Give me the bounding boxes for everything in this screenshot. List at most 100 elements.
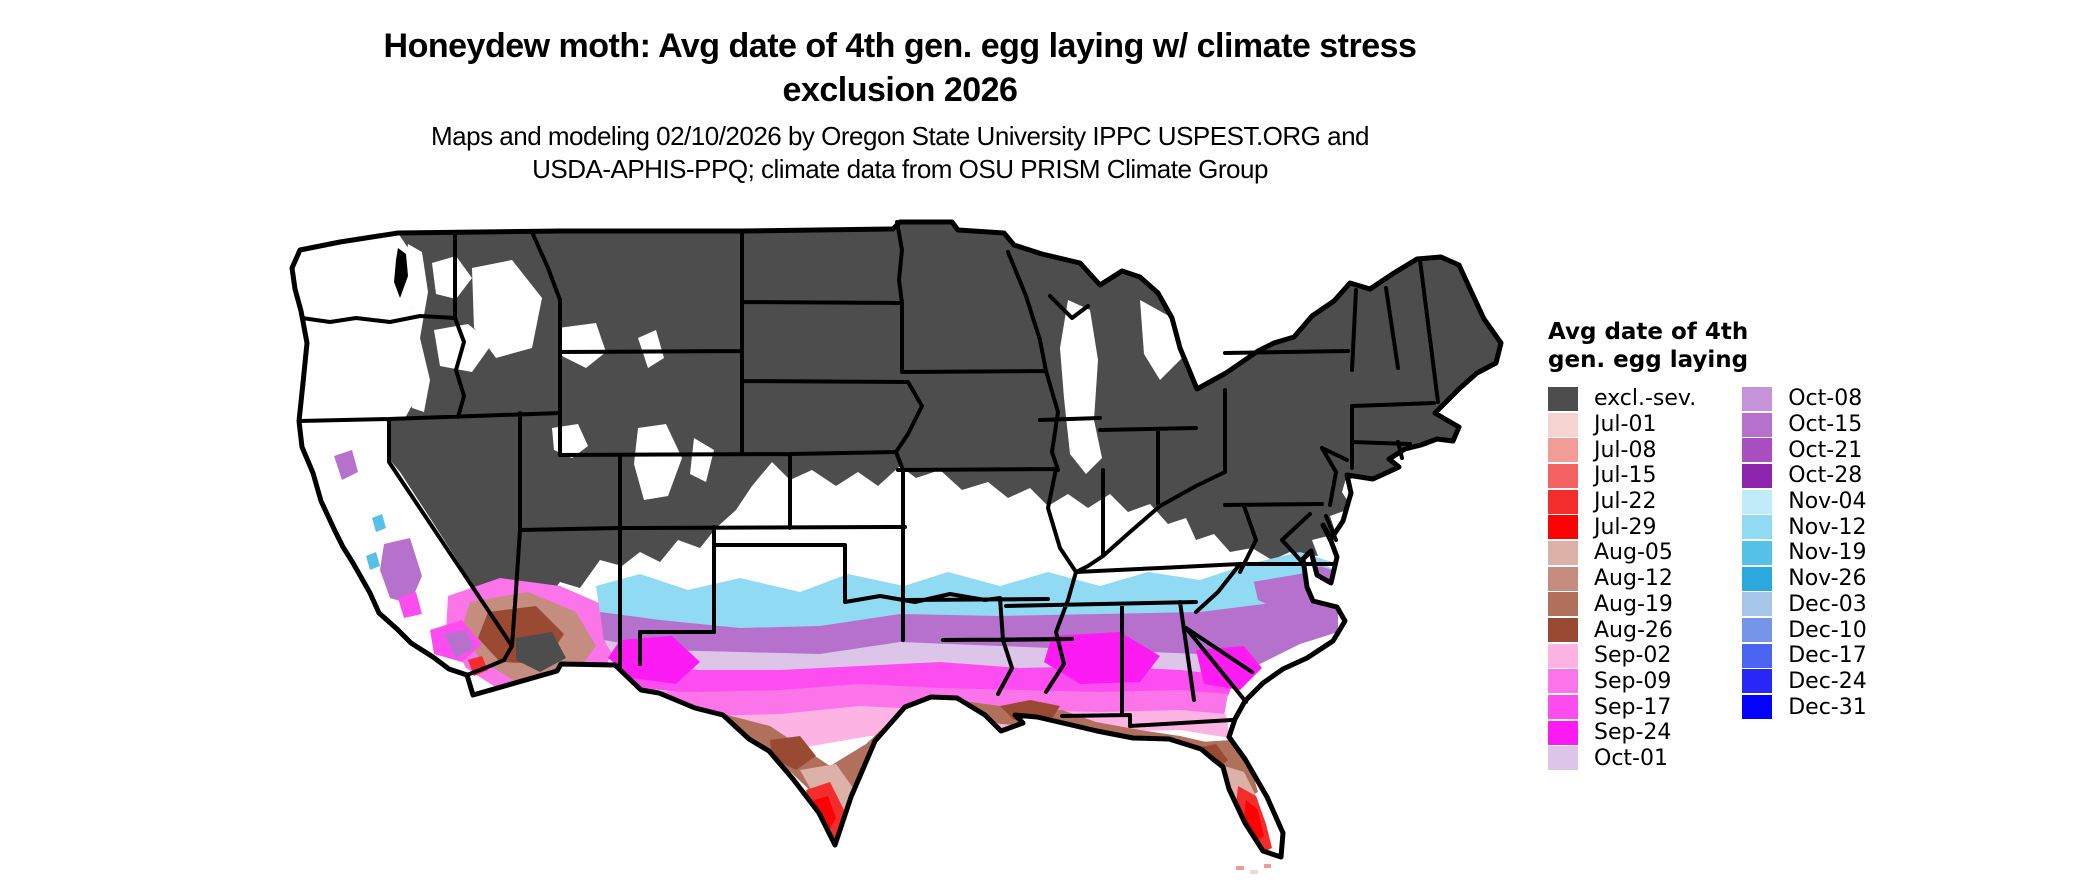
legend-title-line2: gen. egg laying: [1548, 347, 1749, 373]
page-title: Honeydew moth: Avg date of 4th gen. egg …: [300, 24, 1500, 112]
legend-swatch: [1548, 592, 1578, 617]
legend-label: Jul-01: [1594, 412, 1657, 438]
legend-column-2: Oct-08 Oct-15 Oct-21 Oct-28 Nov-04 Nov-1…: [1742, 386, 1867, 720]
legend-item: Aug-12: [1548, 566, 1696, 592]
legend-swatch: [1742, 386, 1773, 411]
legend-item: Oct-21: [1742, 437, 1867, 463]
legend-label: Dec-24: [1788, 668, 1867, 694]
legend-label: Aug-12: [1594, 566, 1673, 592]
legend-label: excl.-sev.: [1594, 386, 1697, 412]
legend-item: Jul-15: [1548, 463, 1696, 489]
legend-item: Sep-17: [1548, 694, 1696, 720]
legend-swatch: [1548, 669, 1578, 694]
legend-label: Dec-10: [1788, 617, 1867, 643]
legend-item: Aug-26: [1548, 617, 1696, 643]
legend-label: Dec-03: [1788, 591, 1867, 617]
florida-keys: [1236, 864, 1271, 874]
legend-label: Aug-19: [1594, 591, 1673, 617]
legend-swatch: [1742, 438, 1773, 463]
legend-label: Sep-09: [1594, 668, 1672, 694]
legend-label: Sep-02: [1594, 643, 1672, 669]
legend-item: Jul-22: [1548, 489, 1696, 515]
legend-item: excl.-sev.: [1548, 386, 1696, 412]
legend-item: Nov-26: [1742, 566, 1867, 592]
legend-swatch: [1548, 695, 1578, 720]
legend-label: Dec-17: [1788, 643, 1867, 669]
legend-swatch: [1742, 695, 1773, 720]
legend-item: Dec-24: [1742, 669, 1867, 695]
legend-item: Nov-12: [1742, 514, 1867, 540]
map-legend: Avg date of 4th gen. egg laying excl.-se…: [1548, 318, 1978, 771]
legend-swatch: [1742, 566, 1773, 591]
legend-swatch: [1742, 643, 1773, 668]
legend-label: Jul-15: [1594, 463, 1657, 489]
legend-item: Sep-02: [1548, 643, 1696, 669]
conus-outline: [289, 219, 1504, 860]
legend-swatch: [1742, 412, 1773, 437]
legend-swatch: [1548, 386, 1578, 411]
legend-swatch: [1548, 540, 1578, 565]
legend-swatch: [1742, 463, 1773, 488]
state-borders: [297, 220, 1440, 728]
legend-item: Aug-19: [1548, 592, 1696, 618]
legend-swatch: [1548, 463, 1578, 488]
legend-swatch: [1548, 643, 1578, 668]
map-region-excluded-severe: [389, 222, 1501, 644]
legend-label: Nov-12: [1788, 514, 1867, 540]
legend-label: Jul-29: [1594, 514, 1657, 540]
legend-label: Jul-22: [1594, 489, 1657, 515]
legend-item: Oct-15: [1742, 412, 1867, 438]
legend-item: Dec-17: [1742, 643, 1867, 669]
legend-swatch: [1548, 438, 1578, 463]
legend-label: Nov-26: [1788, 566, 1867, 592]
puget-sound-water: [394, 248, 408, 298]
legend-item: Oct-08: [1742, 386, 1867, 412]
page-subtitle-line2: USDA-APHIS-PPQ; climate data from OSU PR…: [532, 154, 1268, 184]
band-oct01: [604, 640, 1256, 678]
us-map: [289, 219, 1504, 874]
legend-label: Oct-01: [1594, 745, 1668, 771]
legend-swatch: [1742, 540, 1773, 565]
legend-item: Sep-24: [1548, 720, 1696, 746]
page-title-line1: Honeydew moth: Avg date of 4th gen. egg …: [383, 27, 1417, 65]
legend-column-1: excl.-sev. Jul-01 Jul-08 Jul-15 Jul-22 J…: [1548, 386, 1696, 771]
legend-label: Oct-08: [1788, 386, 1863, 412]
legend-label: Aug-26: [1594, 617, 1673, 643]
legend-item: Dec-03: [1742, 592, 1867, 618]
legend-swatch: [1548, 412, 1578, 437]
legend-swatch: [1742, 618, 1773, 643]
legend-title: Avg date of 4th gen. egg laying: [1548, 318, 1978, 374]
legend-swatch: [1548, 720, 1578, 745]
legend-item: Dec-10: [1742, 617, 1867, 643]
page-subtitle: Maps and modeling 02/10/2026 by Oregon S…: [300, 120, 1500, 186]
legend-item: Jul-29: [1548, 514, 1696, 540]
legend-columns: excl.-sev. Jul-01 Jul-08 Jul-15 Jul-22 J…: [1548, 386, 1978, 771]
legend-swatch: [1548, 566, 1578, 591]
page-subtitle-line1: Maps and modeling 02/10/2026 by Oregon S…: [430, 121, 1370, 151]
legend-label: Jul-08: [1594, 437, 1657, 463]
legend-swatch: [1548, 746, 1578, 771]
legend-swatch: [1548, 489, 1578, 514]
band-oct: [600, 602, 1338, 664]
legend-item: Jul-01: [1548, 412, 1696, 438]
legend-item: Jul-08: [1548, 437, 1696, 463]
legend-swatch: [1742, 669, 1773, 694]
legend-label: Nov-19: [1788, 540, 1867, 566]
lake-michigan: [1060, 300, 1102, 474]
legend-swatch: [1548, 515, 1578, 540]
legend-label: Sep-17: [1594, 694, 1672, 720]
legend-swatch: [1742, 489, 1773, 514]
legend-title-line1: Avg date of 4th: [1548, 319, 1749, 345]
page-title-line2: exclusion 2026: [782, 71, 1018, 109]
legend-label: Oct-15: [1788, 412, 1863, 438]
legend-label: Dec-31: [1788, 694, 1867, 720]
legend-item: Nov-04: [1742, 489, 1867, 515]
legend-item: Aug-05: [1548, 540, 1696, 566]
legend-label: Oct-28: [1788, 463, 1863, 489]
legend-item: Nov-19: [1742, 540, 1867, 566]
legend-item: Sep-09: [1548, 669, 1696, 695]
legend-item: Dec-31: [1742, 694, 1867, 720]
legend-label: Sep-24: [1594, 720, 1672, 746]
legend-label: Nov-04: [1788, 489, 1867, 515]
